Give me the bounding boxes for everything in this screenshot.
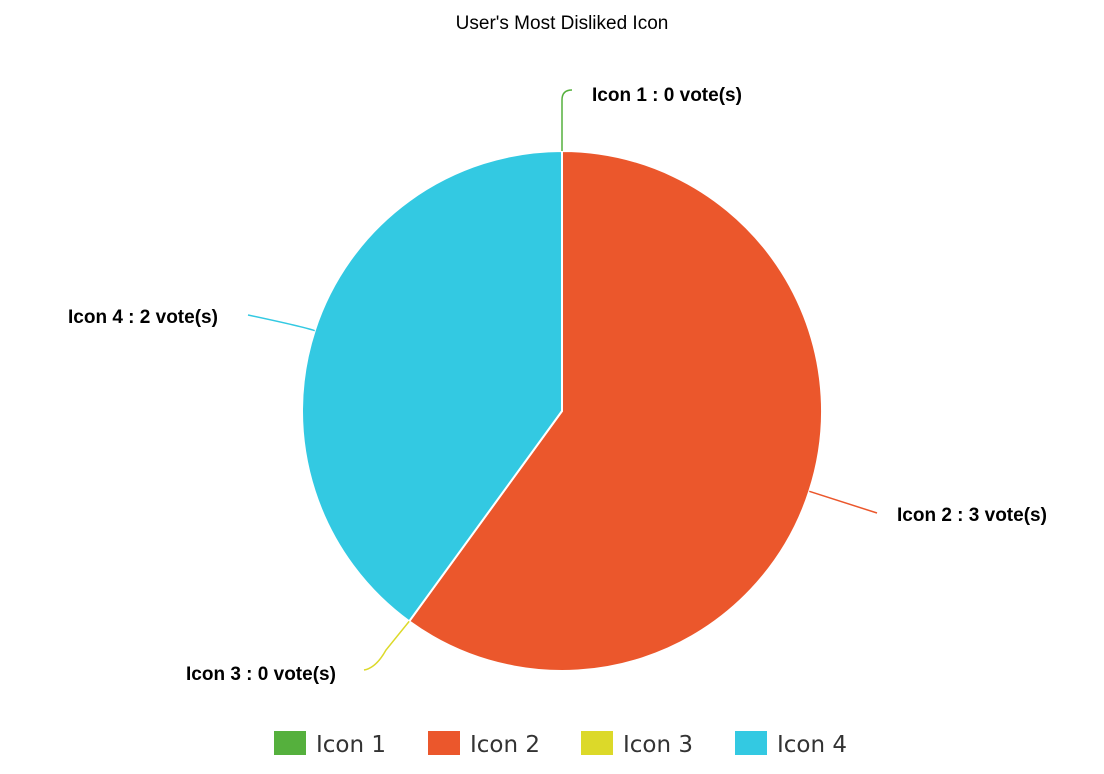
connector-icon-2 (809, 490, 878, 514)
data-label-icon-3: Icon 3 : 0 vote(s) (186, 664, 336, 685)
chart-title: User's Most Disliked Icon (456, 13, 669, 34)
legend-label: Icon 1 (316, 732, 386, 758)
legend-label: Icon 4 (777, 732, 847, 758)
legend-swatch (274, 731, 306, 755)
data-label-icon-2: Icon 2 : 3 vote(s) (897, 505, 1047, 526)
data-label-icon-1: Icon 1 : 0 vote(s) (592, 85, 742, 106)
legend-item-icon-2[interactable]: Icon 2 (428, 731, 540, 758)
legend-label: Icon 2 (470, 732, 540, 758)
data-label-icon-4: Icon 4 : 2 vote(s) (68, 307, 218, 328)
legend: Icon 1 Icon 2 Icon 3 Icon 4 (274, 731, 847, 758)
pie-slice-icon-2[interactable] (407, 149, 823, 672)
connector-icon-4 (247, 314, 315, 332)
pie-slices (301, 149, 823, 672)
connector-icon-3 (363, 620, 410, 671)
legend-item-icon-1[interactable]: Icon 1 (274, 731, 386, 758)
legend-item-icon-3[interactable]: Icon 3 (581, 731, 693, 758)
pie-slice-icon-4[interactable] (301, 149, 563, 623)
connector-icon-1 (561, 89, 573, 151)
legend-swatch (735, 731, 767, 755)
legend-label: Icon 3 (623, 732, 693, 758)
legend-swatch (428, 731, 460, 755)
data-labels: Icon 1 : 0 vote(s) Icon 2 : 3 vote(s) Icon… (68, 85, 1047, 685)
legend-item-icon-4[interactable]: Icon 4 (735, 731, 847, 758)
legend-swatch (581, 731, 613, 755)
label-connectors (247, 89, 878, 671)
